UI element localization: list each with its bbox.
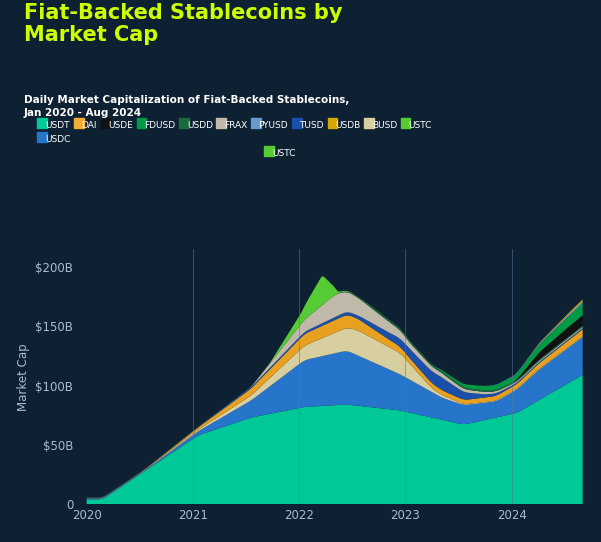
Text: Daily Market Capitalization of Fiat-Backed Stablecoins,
Jan 2020 - Aug 2024: Daily Market Capitalization of Fiat-Back…: [24, 95, 349, 118]
Text: Fiat-Backed Stablecoins by
Market Cap: Fiat-Backed Stablecoins by Market Cap: [24, 3, 343, 45]
Y-axis label: Market Cap: Market Cap: [17, 343, 30, 410]
Legend: USTC: USTC: [264, 150, 296, 158]
